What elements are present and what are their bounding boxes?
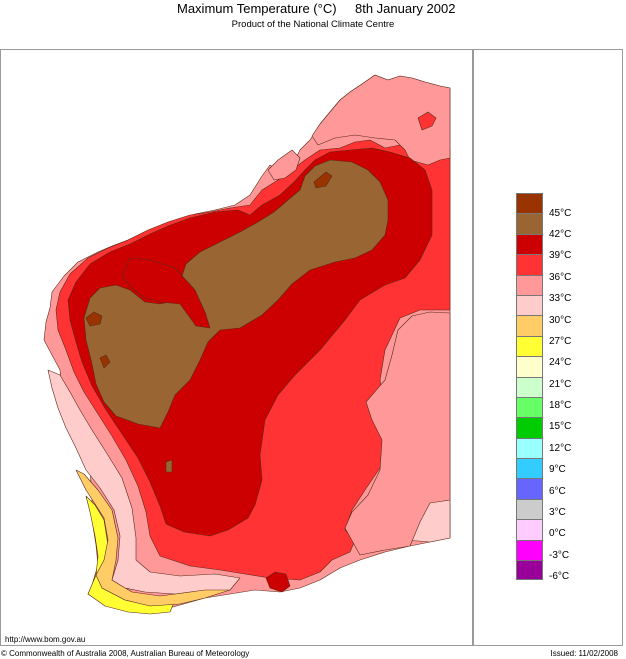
band-48plus-spot-2 xyxy=(85,311,103,327)
legend-label: 21°C xyxy=(549,379,572,390)
legend-label: 15°C xyxy=(549,421,572,432)
legend-label: 27°C xyxy=(549,336,572,347)
copyright-notice: © Commonwealth of Australia 2008, Austra… xyxy=(1,649,250,658)
legend-swatch xyxy=(516,519,543,540)
map-title: Maximum Temperature (°C) xyxy=(177,1,337,16)
band-48plus-spot-1 xyxy=(313,171,333,189)
legend-label: 6°C xyxy=(549,486,566,497)
band-42-45-south-spot xyxy=(265,571,291,593)
legend-label: -3°C xyxy=(549,550,570,561)
legend-swatch xyxy=(516,437,543,459)
legend-swatch xyxy=(516,356,543,377)
legend-label: 39°C xyxy=(549,250,572,261)
legend-swatch xyxy=(516,396,543,418)
legend-swatch xyxy=(516,335,543,357)
legend-label: 30°C xyxy=(549,315,572,326)
legend-label: 45°C xyxy=(549,208,572,219)
legend-swatch xyxy=(516,478,543,499)
issued-date: Issued: 11/02/2008 xyxy=(550,649,618,658)
band-27-30 xyxy=(75,469,231,607)
temperature-legend xyxy=(516,193,544,581)
band-42-45-island xyxy=(121,257,211,329)
band-36-39-east xyxy=(344,311,451,556)
legend-swatch xyxy=(516,376,543,397)
legend-label: 42°C xyxy=(549,229,572,240)
legend-swatch xyxy=(516,213,543,234)
legend-swatch xyxy=(516,233,543,255)
map-frame xyxy=(0,49,623,646)
legend-label: 18°C xyxy=(549,400,572,411)
legend-label: -6°C xyxy=(549,571,570,582)
legend-label: 12°C xyxy=(549,443,572,454)
legend-swatch xyxy=(516,294,543,316)
legend-label: 0°C xyxy=(549,528,566,539)
legend-label: 3°C xyxy=(549,507,566,518)
legend-swatch xyxy=(516,539,543,561)
band-30-33 xyxy=(47,369,241,595)
chart-header: Maximum Temperature (°C) 8th January 200… xyxy=(0,0,626,20)
map-subtitle: Product of the National Climate Centre xyxy=(231,19,395,30)
legend-swatch xyxy=(516,498,543,520)
legend-swatch xyxy=(516,315,543,336)
band-36-39-pilbara-coast xyxy=(267,149,301,181)
legend-label: 9°C xyxy=(549,464,566,475)
legend-swatch xyxy=(516,417,543,438)
map-date: 8th January 2002 xyxy=(355,1,456,16)
legend-swatch xyxy=(516,274,543,295)
legend-label: 24°C xyxy=(549,357,572,368)
panel-divider xyxy=(472,49,474,646)
legend-label: 36°C xyxy=(549,272,572,283)
band-39-42-spot-kimberley xyxy=(417,111,437,131)
band-48plus-spot-3 xyxy=(99,354,111,369)
legend-swatch xyxy=(516,193,543,214)
legend-swatch xyxy=(516,458,543,479)
band-45-48-small-spot xyxy=(165,459,173,473)
legend-swatch xyxy=(516,560,543,581)
legend-label: 33°C xyxy=(549,293,572,304)
bom-url-link[interactable]: http://www.bom.gov.au xyxy=(5,635,86,644)
legend-swatch xyxy=(516,254,543,275)
